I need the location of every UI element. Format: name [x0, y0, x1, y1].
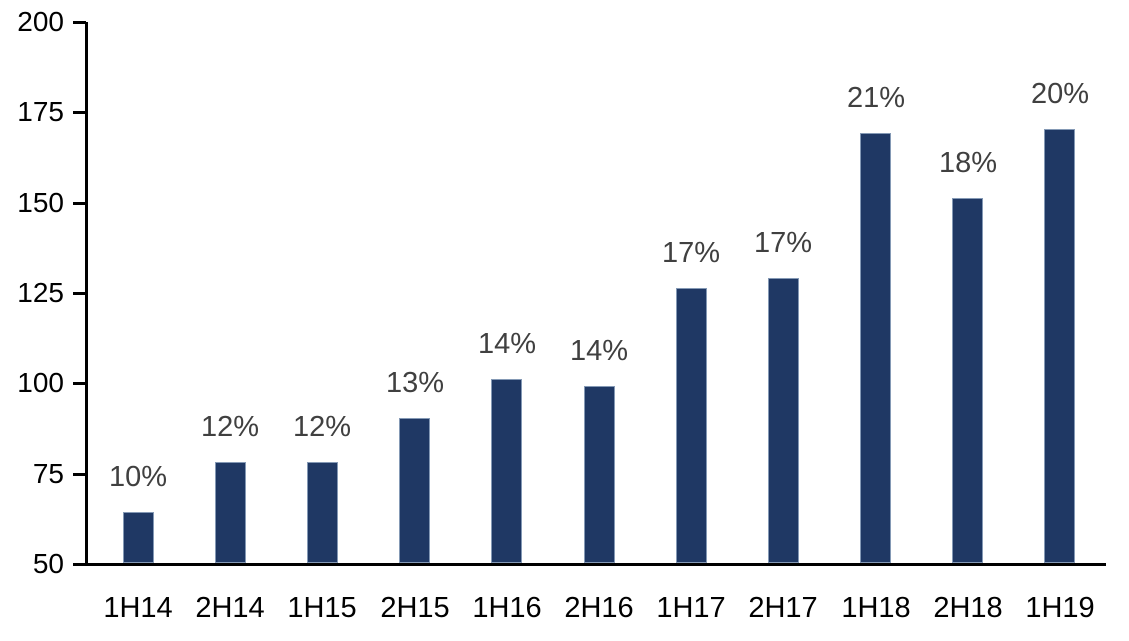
bar-value-label: 12% [200, 411, 260, 443]
x-axis-tick-label: 1H16 [472, 592, 542, 624]
y-axis-tick-label: 150 [17, 186, 64, 218]
y-axis-tick-label: 125 [17, 277, 64, 308]
bar [491, 379, 522, 563]
bar [676, 288, 707, 563]
x-axis-tick-label: 2H18 [933, 592, 1003, 624]
bar [1044, 129, 1075, 563]
x-axis-tick-label: 2H14 [195, 592, 265, 624]
x-axis-tick-label: 2H17 [748, 592, 818, 624]
y-axis-tick-label: 50 [32, 548, 64, 579]
bar-value-label: 14% [569, 335, 629, 367]
bar [307, 462, 338, 563]
bar-value-label: 14% [477, 328, 537, 360]
bar-value-label: 10% [108, 461, 168, 493]
bar [952, 198, 983, 563]
y-axis-tick-mark [73, 111, 86, 115]
y-axis-tick-label: 75 [32, 457, 64, 489]
bar-value-label: 17% [753, 227, 813, 259]
x-axis-tick-label: 1H19 [1025, 592, 1095, 624]
bar-value-label: 20% [1030, 78, 1090, 110]
bar-value-label: 12% [292, 411, 352, 443]
y-axis-tick-label: 175 [17, 96, 64, 128]
x-axis-tick-label: 1H14 [103, 592, 173, 624]
x-axis-tick-label: 2H16 [564, 592, 634, 624]
y-axis-line [85, 22, 88, 566]
bar [584, 386, 615, 563]
y-axis-tick-mark [73, 201, 86, 205]
x-axis-tick-label: 2H15 [380, 592, 450, 624]
y-axis-tick-mark [73, 472, 86, 476]
y-axis-tick-mark [73, 21, 86, 24]
bar-value-label: 21% [846, 82, 906, 114]
y-axis-tick-label: 200 [17, 6, 64, 37]
x-axis-tick-label: 1H17 [656, 592, 726, 624]
bar-value-label: 17% [661, 237, 721, 269]
y-axis-tick-label: 100 [17, 367, 64, 399]
bar [215, 462, 246, 563]
bar [860, 133, 891, 563]
bar [399, 418, 430, 563]
bar [768, 278, 799, 563]
x-axis-tick-label: 1H15 [287, 592, 357, 624]
x-axis-tick-label: 1H18 [841, 592, 911, 624]
bar [123, 512, 154, 563]
y-axis-tick-mark [73, 292, 86, 295]
x-axis-line [73, 563, 1106, 566]
bar-value-label: 13% [385, 367, 445, 399]
y-axis-tick-mark [73, 382, 86, 386]
bar-value-label: 18% [938, 147, 998, 179]
